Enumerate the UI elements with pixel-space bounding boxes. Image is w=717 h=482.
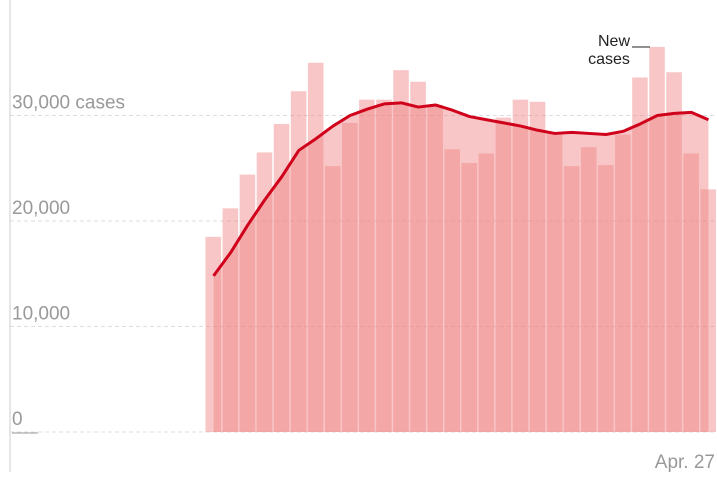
bar xyxy=(222,208,239,432)
bar xyxy=(700,189,716,432)
bar xyxy=(666,72,682,433)
bar xyxy=(512,99,529,433)
bar xyxy=(563,166,580,432)
annotation-line: cases xyxy=(588,51,630,68)
bar xyxy=(461,162,478,432)
bar xyxy=(342,122,358,432)
bar xyxy=(615,134,631,433)
bar xyxy=(598,165,614,432)
bar xyxy=(546,133,563,432)
bar xyxy=(205,236,222,432)
bar xyxy=(529,101,546,432)
bar xyxy=(444,149,460,432)
bar xyxy=(290,91,307,433)
bar xyxy=(393,70,409,432)
bar xyxy=(649,46,665,433)
bar xyxy=(427,104,443,432)
y-tick-label: 0 xyxy=(12,409,23,430)
bar xyxy=(359,99,375,433)
bar xyxy=(256,152,273,433)
annotation-line: New xyxy=(598,33,630,50)
bar xyxy=(580,147,597,432)
y-tick-label: 20,000 xyxy=(12,198,70,219)
bar xyxy=(273,123,290,432)
annotation: New cases xyxy=(588,33,650,68)
average-area xyxy=(213,102,709,432)
y-tick-label: 10,000 xyxy=(12,304,70,325)
bar xyxy=(307,62,324,432)
y-tick-label: 30,000 cases xyxy=(12,93,125,114)
bar xyxy=(632,77,648,433)
x-tick-label: Apr. 27 xyxy=(655,452,715,473)
bar xyxy=(239,174,256,432)
bar xyxy=(495,117,512,433)
bar xyxy=(478,153,495,433)
bar xyxy=(410,81,426,433)
bar xyxy=(324,166,341,432)
average-line xyxy=(212,101,710,277)
bar xyxy=(376,99,392,433)
bar xyxy=(683,153,699,433)
